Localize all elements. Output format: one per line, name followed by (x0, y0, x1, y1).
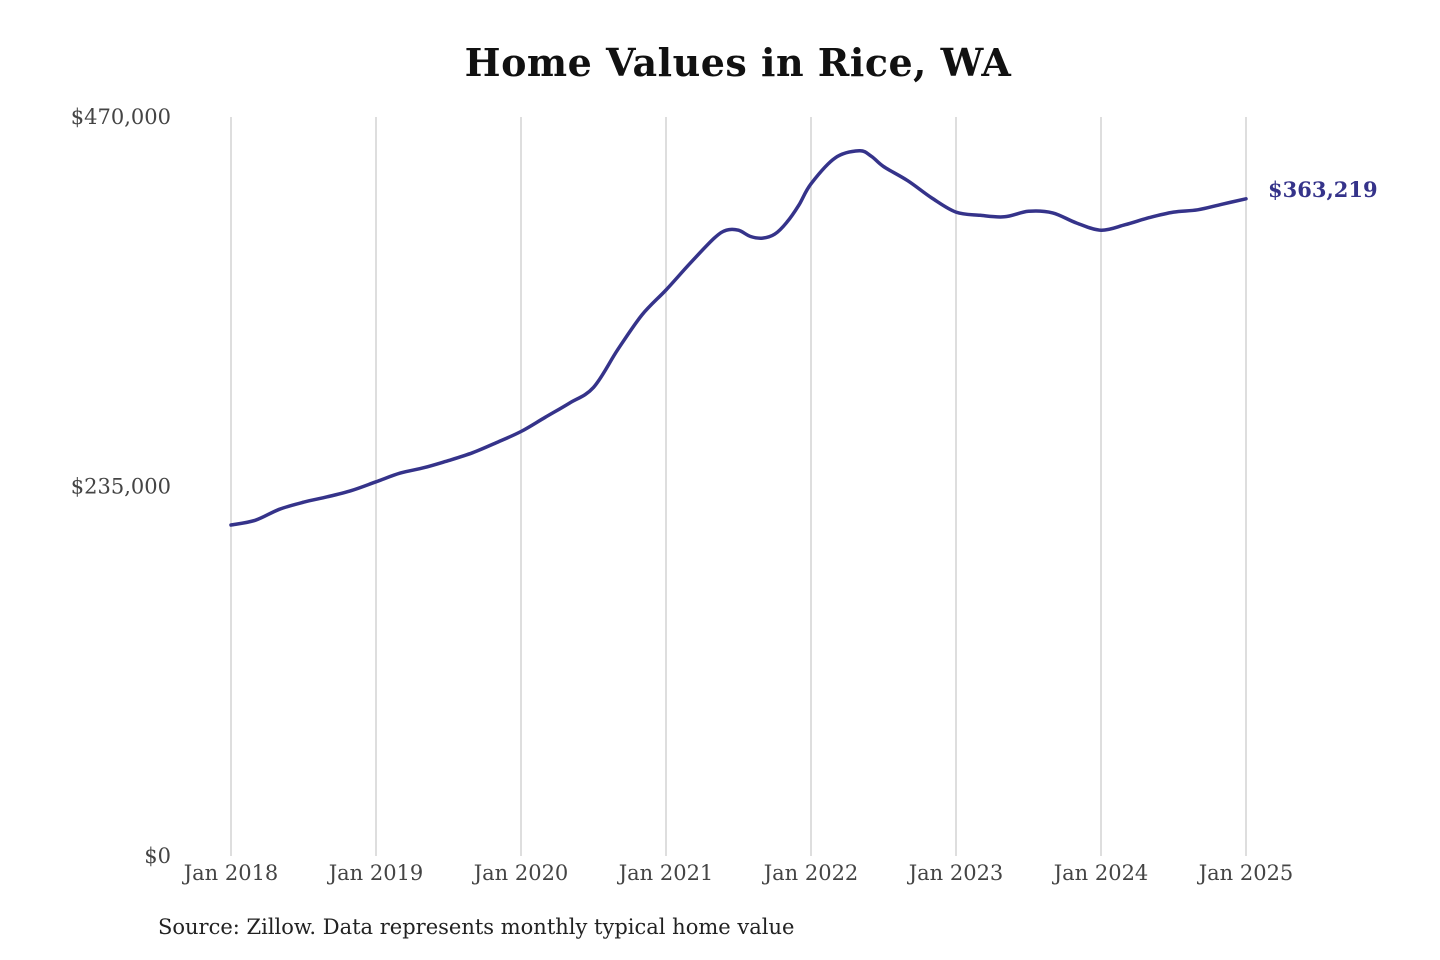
x-tick-label: Jan 2024 (1052, 861, 1149, 885)
y-tick-label: $470,000 (71, 105, 171, 129)
y-tick-label: $235,000 (71, 475, 171, 499)
x-tick-label: Jan 2021 (617, 861, 714, 885)
chart-title: Home Values in Rice, WA (464, 40, 1012, 85)
x-tick-label: Jan 2023 (907, 861, 1004, 885)
x-tick-label: Jan 2022 (762, 861, 859, 885)
latest-value-label: $363,219 (1268, 177, 1378, 202)
home-value-line (229, 149, 1248, 527)
x-axis-ticks: Jan 2018 Jan 2019 Jan 2020 Jan 2021 Jan 2022… (182, 861, 1294, 885)
gridlines (230, 117, 1247, 856)
x-tick-label: Jan 2020 (472, 861, 569, 885)
y-axis-ticks: $0 $235,000 $470,000 (71, 105, 171, 868)
x-tick-label: Jan 2025 (1197, 861, 1294, 885)
y-tick-label: $0 (144, 844, 171, 868)
x-tick-label: Jan 2019 (327, 861, 424, 885)
x-tick-label: Jan 2018 (182, 861, 279, 885)
source-note: Source: Zillow. Data represents monthly … (158, 915, 795, 939)
